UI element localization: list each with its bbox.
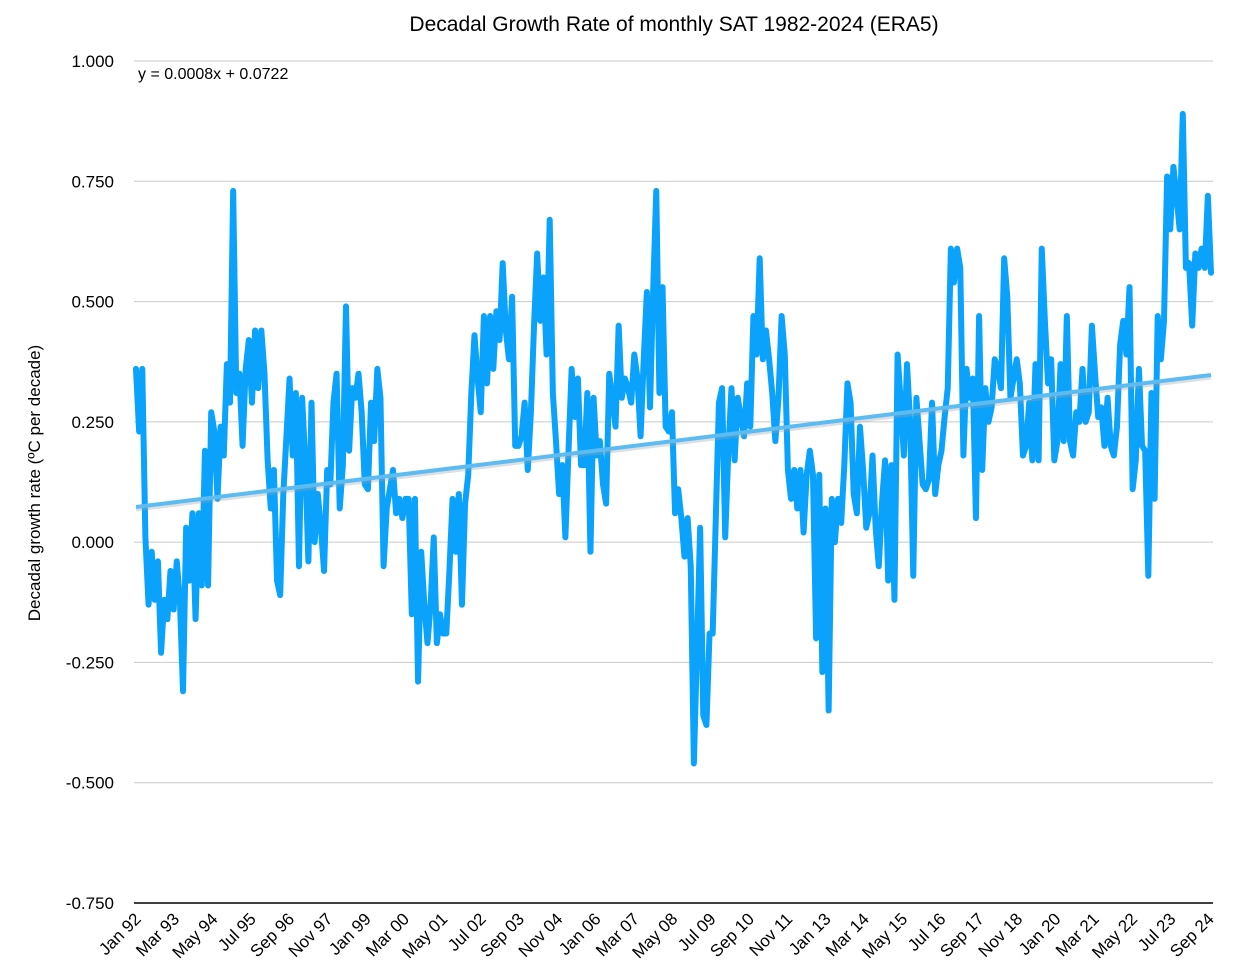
y-axis-ticks: 1.000 0.750 0.500 0.250 0.000 -0.250 -0.500 -0.… (66, 52, 114, 913)
trendline (135, 373, 1212, 510)
x-tick-label: Sep 24 (1166, 909, 1218, 961)
y-axis-label: Decadal growth rate (ºC per decade) (25, 345, 44, 621)
y-tick-label: 1.000 (71, 52, 114, 71)
y-tick-label: 0.750 (71, 172, 114, 191)
y-tick-label: 0.250 (71, 413, 114, 432)
x-tick-label: Nov 04 (515, 909, 567, 961)
chart-title: Decadal Growth Rate of monthly SAT 1982-… (409, 13, 938, 36)
x-tick-label: Sep 10 (706, 909, 758, 961)
x-tick-label: Nov 11 (746, 909, 797, 960)
x-tick-label: Nov 18 (975, 909, 1027, 961)
series-line (133, 110, 1214, 767)
y-tick-label: 0.000 (71, 533, 114, 552)
y-tick-label: 0.500 (71, 293, 114, 312)
trendline-equation: y = 0.0008x + 0.0722 (138, 66, 288, 83)
y-tick-label: -0.500 (66, 774, 114, 793)
y-tick-label: -0.750 (66, 894, 114, 913)
x-tick-label: Nov 97 (285, 909, 337, 961)
y-tick-label: -0.250 (66, 653, 114, 672)
